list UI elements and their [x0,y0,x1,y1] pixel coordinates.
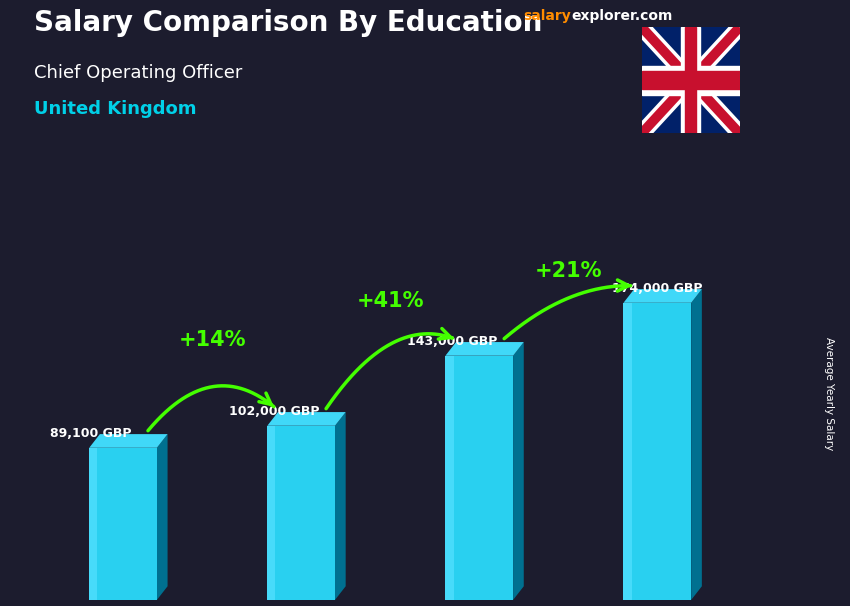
Text: explorer.com: explorer.com [571,9,672,23]
Polygon shape [267,412,346,426]
Text: +14%: +14% [178,330,246,350]
Polygon shape [513,342,524,600]
Text: Salary Comparison By Education: Salary Comparison By Education [34,9,542,37]
Text: 102,000 GBP: 102,000 GBP [230,405,320,418]
Text: Average Yearly Salary: Average Yearly Salary [824,338,834,450]
Bar [685,27,696,133]
Text: Chief Operating Officer: Chief Operating Officer [34,64,242,82]
Bar [624,303,691,600]
Bar [445,356,454,600]
Bar [624,303,632,600]
Bar [89,448,98,600]
Bar [267,426,335,600]
Text: 143,000 GBP: 143,000 GBP [407,335,498,348]
Bar [681,27,700,133]
Text: 89,100 GBP: 89,100 GBP [50,427,132,440]
Polygon shape [335,412,346,600]
Bar [89,448,157,600]
Text: +21%: +21% [535,261,602,281]
Text: United Kingdom: United Kingdom [34,100,196,118]
Polygon shape [445,342,524,356]
Bar [642,65,740,95]
Polygon shape [691,289,702,600]
Bar [445,356,513,600]
Text: 174,000 GBP: 174,000 GBP [612,282,703,295]
Text: salary: salary [523,9,570,23]
Bar [267,426,275,600]
Polygon shape [89,434,167,448]
Polygon shape [624,289,702,303]
Polygon shape [157,434,167,600]
Text: +41%: +41% [356,291,424,311]
Bar [642,72,740,89]
